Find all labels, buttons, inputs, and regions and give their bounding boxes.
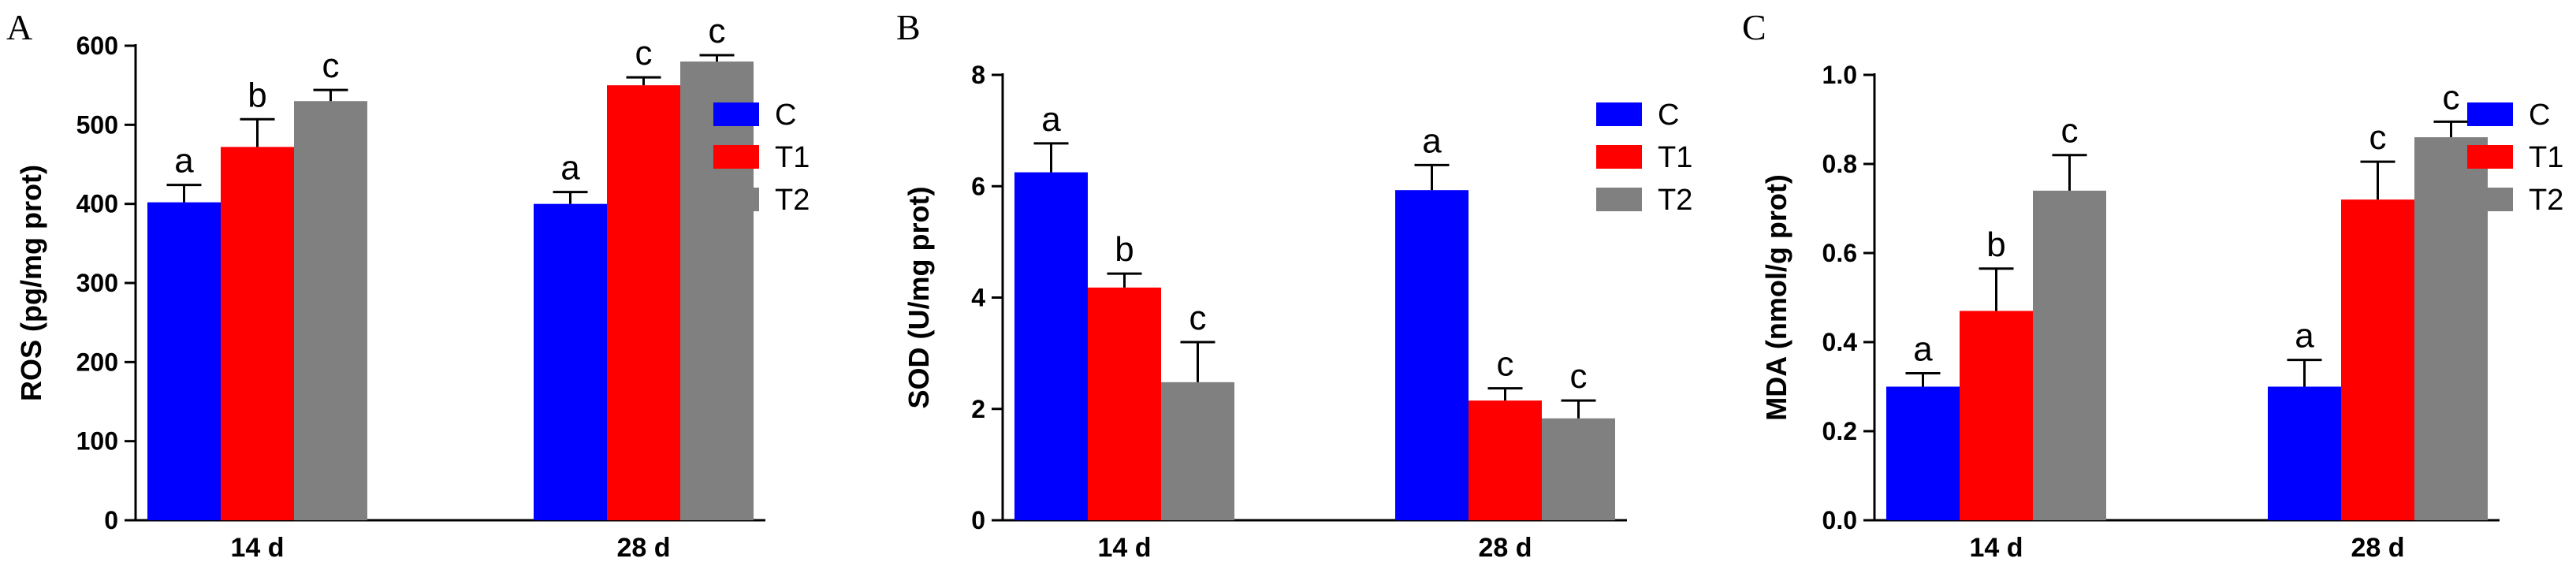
bar-c-14d: [147, 202, 221, 520]
chart-panel-b: B 0 2 4 6 8 SOD (U/mg prot) a b c 14 d a c c 28 d C T1 T2: [896, 7, 1692, 563]
bar-t1-14d: [1960, 311, 2033, 520]
legend-swatch-c: [2467, 102, 2513, 126]
y-tick-label: 0: [104, 506, 118, 534]
y-tick-label: 0.6: [1822, 239, 1857, 267]
bar-t1-14d: [221, 147, 294, 520]
significance-label: c: [2443, 78, 2460, 117]
y-tick-label: 4: [971, 284, 985, 312]
legend-swatch-t1: [713, 145, 759, 169]
legend-swatch-t2: [2467, 188, 2513, 211]
y-axis-title: MDA (nmol/g prot): [1760, 174, 1792, 421]
legend-swatch-c: [713, 102, 759, 126]
significance-label: c: [1497, 345, 1514, 384]
y-tick-label: 8: [971, 61, 985, 89]
y-tick-label: 2: [971, 395, 985, 423]
x-category-label: 14 d: [230, 533, 284, 563]
legend-label-t2: T2: [1658, 184, 1692, 217]
y-tick-label: 0: [971, 506, 985, 534]
significance-label: a: [1422, 121, 1442, 160]
bar-t2-14d: [294, 101, 367, 520]
y-tick-label: 0.4: [1822, 328, 1858, 356]
legend-label-t1: T1: [775, 141, 810, 174]
significance-label: a: [2295, 317, 2314, 356]
significance-label: c: [1189, 299, 1207, 337]
bar-c-14d: [1886, 386, 1960, 520]
significance-label: a: [174, 142, 194, 181]
bar-c-28d: [1395, 190, 1469, 520]
significance-label: a: [1913, 330, 1933, 369]
chart-panel-a: A 0 100 200 300 400 500 600 ROS (pg/mg prot) a b c 1…: [6, 7, 810, 563]
y-tick-label: 1.0: [1822, 61, 1857, 89]
bar-t2-14d: [1161, 382, 1234, 520]
significance-label: a: [1041, 100, 1061, 139]
x-category-label: 28 d: [616, 533, 670, 563]
y-tick-label: 100: [76, 427, 118, 456]
x-category-label: 14 d: [1969, 533, 2023, 563]
y-tick-label: 0.8: [1822, 150, 1857, 178]
y-axis-title: ROS (pg/mg prot): [15, 165, 47, 401]
bar-t2-28d: [1542, 418, 1615, 520]
x-category-label: 28 d: [1478, 533, 1532, 563]
legend-label-c: C: [1658, 99, 1679, 132]
significance-label: c: [2061, 112, 2079, 151]
legend-label-t2: T2: [2529, 184, 2563, 217]
bar-c-14d: [1014, 172, 1088, 520]
significance-label: c: [709, 12, 726, 50]
y-tick-label: 0.0: [1822, 506, 1857, 534]
significance-label: c: [1570, 357, 1588, 396]
y-tick-label: 200: [76, 348, 118, 376]
significance-label: c: [635, 34, 653, 73]
significance-label: c: [322, 47, 340, 85]
y-tick-label: 300: [76, 269, 118, 297]
bar-t2-28d: [680, 61, 754, 521]
legend-swatch-t2: [713, 188, 759, 211]
bar-t1-28d: [2341, 199, 2414, 520]
legend-swatch-t2: [1596, 188, 1642, 211]
legend-label-c: C: [775, 99, 796, 132]
y-tick-label: 0.2: [1822, 417, 1857, 445]
legend-label-c: C: [2529, 99, 2550, 132]
panel-letter: C: [1742, 7, 1766, 47]
significance-label: c: [2369, 118, 2387, 157]
significance-label: b: [1986, 225, 2005, 264]
y-tick-label: 600: [76, 32, 118, 60]
legend-label-t1: T1: [2529, 141, 2563, 174]
bar-t1-28d: [1469, 400, 1542, 520]
legend-swatch-t1: [2467, 145, 2513, 169]
y-axis-title: SOD (U/mg prot): [903, 187, 935, 409]
chart-panel-c: C 0.0 0.2 0.4 0.6 0.8 1.0 MDA (nmol/g prot) a b c 1…: [1742, 7, 2563, 563]
y-tick-label: 6: [971, 172, 985, 200]
panel-letter: B: [896, 7, 921, 47]
significance-label: b: [1115, 230, 1134, 269]
significance-label: b: [248, 76, 266, 114]
panel-letter: A: [6, 7, 32, 47]
bar-t2-14d: [2033, 190, 2106, 520]
legend-swatch-c: [1596, 102, 1642, 126]
bar-t1-14d: [1088, 287, 1161, 520]
bar-t1-28d: [607, 85, 680, 520]
x-category-label: 28 d: [2351, 533, 2404, 563]
significance-label: a: [560, 149, 580, 188]
legend-label-t2: T2: [775, 184, 810, 217]
legend-label-t1: T1: [1658, 141, 1692, 174]
bar-c-28d: [2268, 386, 2341, 520]
bar-c-28d: [534, 203, 607, 520]
y-tick-label: 400: [76, 190, 118, 218]
legend-swatch-t1: [1596, 145, 1642, 169]
x-category-label: 14 d: [1097, 533, 1151, 563]
y-tick-label: 500: [76, 110, 118, 139]
